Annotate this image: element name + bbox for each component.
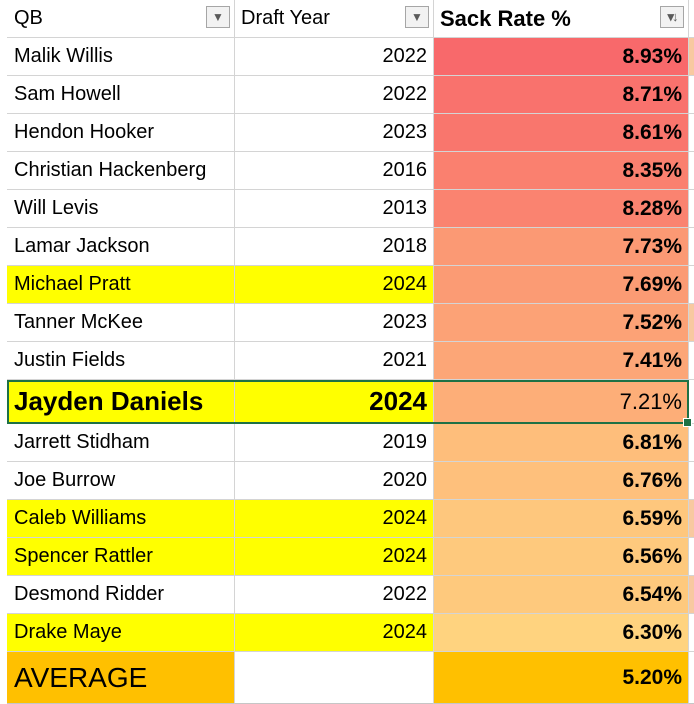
qb-name-cell[interactable]: Hendon Hooker	[7, 114, 235, 152]
sack-rate-cell[interactable]: 8.93%	[434, 38, 689, 76]
draft-year-cell[interactable]: 2022	[235, 38, 434, 76]
sack-rate-cell[interactable]: 7.69%	[434, 266, 689, 304]
draft-year-cell[interactable]: 2024	[235, 266, 434, 304]
extra-column-cell	[689, 152, 694, 190]
qb-name-cell[interactable]: Justin Fields	[7, 342, 235, 380]
sack-rate-cell[interactable]: 7.21%	[434, 380, 689, 424]
qb-name-cell[interactable]: Lamar Jackson	[7, 228, 235, 266]
qb-name-cell[interactable]: Michael Pratt	[7, 266, 235, 304]
extra-column-cell	[689, 38, 694, 76]
average-sack-rate[interactable]: 5.20%	[434, 652, 689, 704]
extra-column-cell	[689, 342, 694, 380]
table-row: Caleb Williams 2024 6.59%	[0, 500, 694, 538]
sack-rate-cell[interactable]: 6.81%	[434, 424, 689, 462]
sack-rate-cell[interactable]: 6.56%	[434, 538, 689, 576]
sack-rate-cell[interactable]: 6.76%	[434, 462, 689, 500]
qb-name-cell[interactable]: Will Levis	[7, 190, 235, 228]
average-row: AVERAGE 5.20%	[0, 652, 694, 704]
draft-year-cell[interactable]: 2020	[235, 462, 434, 500]
extra-column-cell	[689, 462, 694, 500]
table-row: Desmond Ridder 2022 6.54%	[0, 576, 694, 614]
table-row: Justin Fields 2021 7.41%	[0, 342, 694, 380]
draft-year-cell[interactable]: 2023	[235, 304, 434, 342]
qb-name-cell[interactable]: Spencer Rattler	[7, 538, 235, 576]
table-row: Will Levis 2013 8.28%	[0, 190, 694, 228]
qb-name-cell[interactable]: Christian Hackenberg	[7, 152, 235, 190]
table-row: Michael Pratt 2024 7.69%	[0, 266, 694, 304]
row-gutter	[0, 0, 7, 704]
table-row: Jayden Daniels 2024 7.21%	[0, 380, 694, 424]
extra-column-cell	[689, 228, 694, 266]
header-row: QB ▼ Draft Year ▼ Sack Rate % ▾↓	[0, 0, 694, 38]
draft-year-cell[interactable]: 2016	[235, 152, 434, 190]
extra-column-cell	[689, 538, 694, 576]
draft-year-cell[interactable]: 2024	[235, 538, 434, 576]
table-row: Drake Maye 2024 6.30%	[0, 614, 694, 652]
sack-rate-cell[interactable]: 8.35%	[434, 152, 689, 190]
table-row: Tanner McKee 2023 7.52%	[0, 304, 694, 342]
sack-rate-cell[interactable]: 7.52%	[434, 304, 689, 342]
sack-rate-cell[interactable]: 7.41%	[434, 342, 689, 380]
header-draft-year-label: Draft Year	[241, 7, 330, 29]
extra-column-cell	[689, 652, 694, 704]
extra-column-cell	[689, 0, 694, 38]
average-year-cell[interactable]	[235, 652, 434, 704]
sack-rate-cell[interactable]: 8.61%	[434, 114, 689, 152]
sack-rate-cell[interactable]: 8.28%	[434, 190, 689, 228]
table-row: Spencer Rattler 2024 6.56%	[0, 538, 694, 576]
extra-column-cell	[689, 576, 694, 614]
sack-rate-cell[interactable]: 6.54%	[434, 576, 689, 614]
table-row: Malik Willis 2022 8.93%	[0, 38, 694, 76]
qb-name-cell[interactable]: Malik Willis	[7, 38, 235, 76]
qb-name-cell[interactable]: Jayden Daniels	[7, 380, 235, 424]
qb-name-cell[interactable]: Jarrett Stidham	[7, 424, 235, 462]
header-qb[interactable]: QB ▼	[7, 0, 235, 38]
draft-year-cell[interactable]: 2023	[235, 114, 434, 152]
qb-name-cell[interactable]: Joe Burrow	[7, 462, 235, 500]
header-qb-label: QB	[14, 7, 43, 29]
extra-column-cell	[689, 614, 694, 652]
header-sack-rate[interactable]: Sack Rate % ▾↓	[434, 0, 689, 38]
draft-year-cell[interactable]: 2022	[235, 576, 434, 614]
sack-rate-cell[interactable]: 7.73%	[434, 228, 689, 266]
extra-column-cell	[689, 304, 694, 342]
table-row: Joe Burrow 2020 6.76%	[0, 462, 694, 500]
extra-column-cell	[689, 380, 694, 424]
table-row: Lamar Jackson 2018 7.73%	[0, 228, 694, 266]
table-row: Christian Hackenberg 2016 8.35%	[0, 152, 694, 190]
extra-column-cell	[689, 114, 694, 152]
draft-year-cell[interactable]: 2021	[235, 342, 434, 380]
qb-name-cell[interactable]: Tanner McKee	[7, 304, 235, 342]
draft-year-cell[interactable]: 2024	[235, 500, 434, 538]
draft-year-cell[interactable]: 2024	[235, 380, 434, 424]
sack-rate-cell[interactable]: 8.71%	[434, 76, 689, 114]
extra-column-cell	[689, 500, 694, 538]
qb-name-cell[interactable]: Caleb Williams	[7, 500, 235, 538]
filter-dropdown-icon[interactable]: ▼	[206, 6, 230, 28]
qb-name-cell[interactable]: Desmond Ridder	[7, 576, 235, 614]
qb-name-cell[interactable]: Drake Maye	[7, 614, 235, 652]
header-sack-rate-label: Sack Rate %	[440, 5, 571, 31]
table-row: Hendon Hooker 2023 8.61%	[0, 114, 694, 152]
qb-name-cell[interactable]: Sam Howell	[7, 76, 235, 114]
table-row: Sam Howell 2022 8.71%	[0, 76, 694, 114]
draft-year-cell[interactable]: 2022	[235, 76, 434, 114]
sack-rate-cell[interactable]: 6.30%	[434, 614, 689, 652]
extra-column-cell	[689, 266, 694, 304]
draft-year-cell[interactable]: 2019	[235, 424, 434, 462]
filter-dropdown-icon[interactable]: ▼	[405, 6, 429, 28]
extra-column-cell	[689, 190, 694, 228]
sack-rate-cell[interactable]: 6.59%	[434, 500, 689, 538]
draft-year-cell[interactable]: 2013	[235, 190, 434, 228]
header-draft-year[interactable]: Draft Year ▼	[235, 0, 434, 38]
sort-descending-icon[interactable]: ▾↓	[660, 6, 684, 28]
table-row: Jarrett Stidham 2019 6.81%	[0, 424, 694, 462]
draft-year-cell[interactable]: 2018	[235, 228, 434, 266]
extra-column-cell	[689, 424, 694, 462]
draft-year-cell[interactable]: 2024	[235, 614, 434, 652]
extra-column-cell	[689, 76, 694, 114]
average-label[interactable]: AVERAGE	[7, 652, 235, 704]
